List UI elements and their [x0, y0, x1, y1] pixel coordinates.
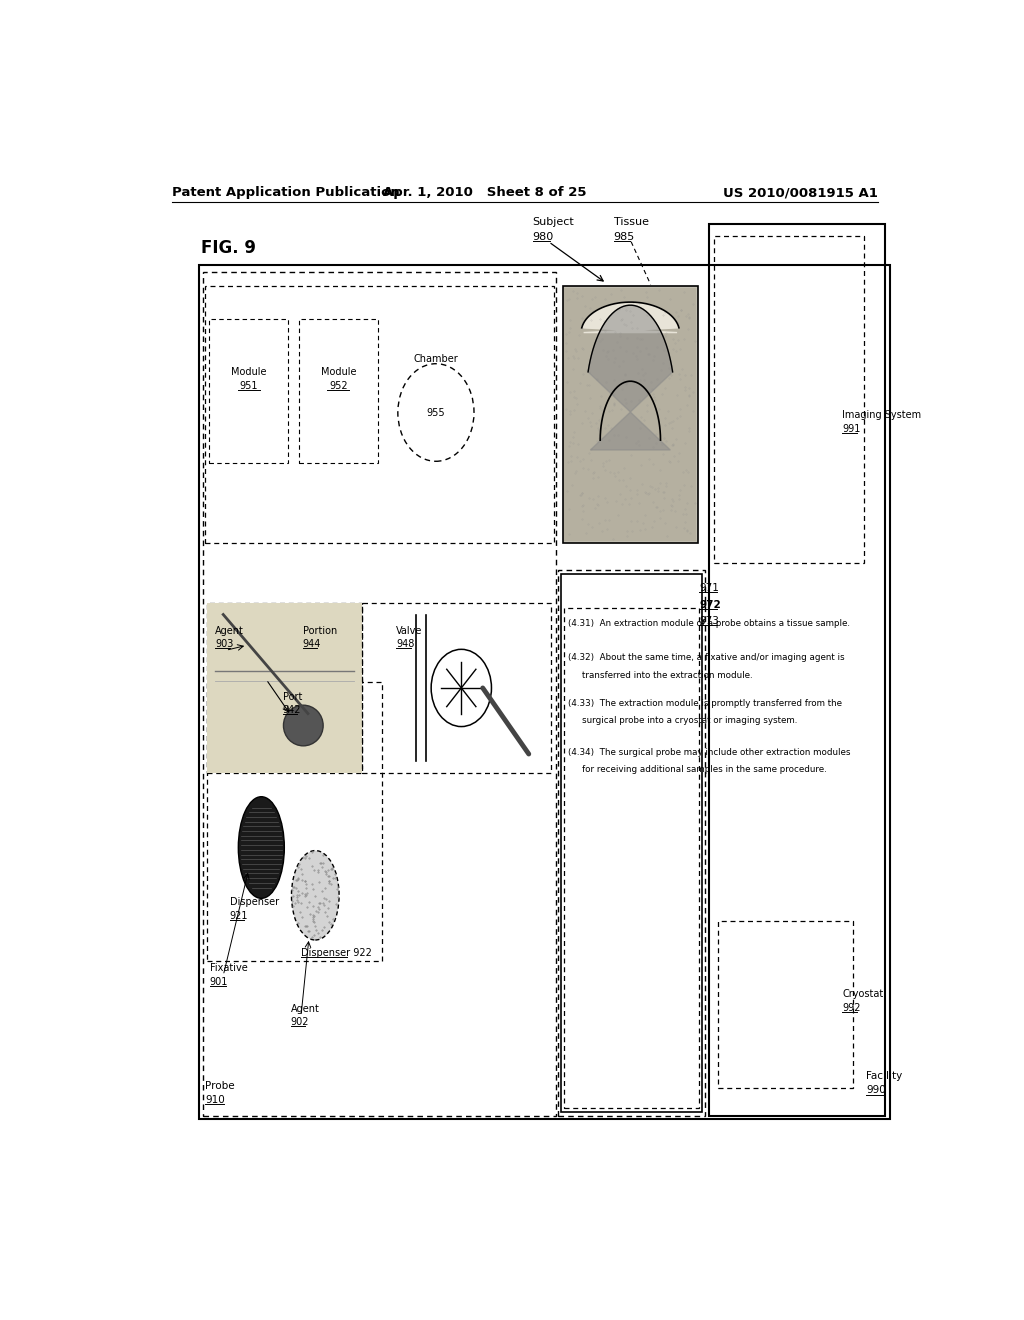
- Polygon shape: [582, 302, 679, 333]
- Polygon shape: [207, 602, 362, 774]
- Polygon shape: [563, 286, 697, 543]
- Text: Fixative: Fixative: [210, 964, 248, 973]
- Text: Valve: Valve: [396, 626, 423, 636]
- Text: (4.34)  The surgical probe may include other extraction modules: (4.34) The surgical probe may include ot…: [567, 748, 850, 756]
- Text: 944: 944: [303, 639, 321, 649]
- Text: 902: 902: [291, 1018, 309, 1027]
- Text: Subject: Subject: [532, 218, 574, 227]
- Text: Patent Application Publication: Patent Application Publication: [172, 186, 399, 199]
- Text: 952: 952: [329, 381, 347, 391]
- Text: 972: 972: [699, 599, 721, 610]
- Text: Module: Module: [321, 367, 356, 376]
- Text: Agent: Agent: [215, 626, 244, 636]
- Text: Tissue: Tissue: [613, 218, 648, 227]
- Text: Probe: Probe: [205, 1081, 234, 1092]
- Text: transferred into the extraction module.: transferred into the extraction module.: [582, 671, 753, 680]
- Text: 990: 990: [866, 1085, 886, 1096]
- Text: surgical probe into a cryostat or imaging system.: surgical probe into a cryostat or imagin…: [582, 717, 798, 726]
- Text: FIG. 9: FIG. 9: [201, 239, 256, 257]
- Text: Dispenser: Dispenser: [229, 898, 279, 907]
- Text: Agent: Agent: [291, 1005, 319, 1014]
- Text: 910: 910: [205, 1094, 224, 1105]
- Text: Facility: Facility: [866, 1072, 902, 1081]
- Polygon shape: [564, 289, 696, 541]
- Text: 942: 942: [283, 705, 301, 715]
- Text: 985: 985: [613, 232, 635, 242]
- Text: 948: 948: [396, 639, 415, 649]
- Text: for receiving additional samples in the same procedure.: for receiving additional samples in the …: [582, 766, 826, 775]
- Text: (4.33)  The extraction module is promptly transferred from the: (4.33) The extraction module is promptly…: [567, 700, 842, 708]
- Circle shape: [397, 364, 474, 461]
- Text: Chamber: Chamber: [414, 354, 459, 363]
- Text: Portion: Portion: [303, 626, 337, 636]
- Text: Imaging System: Imaging System: [842, 409, 922, 420]
- Ellipse shape: [292, 850, 339, 940]
- Circle shape: [431, 649, 492, 726]
- Text: 971: 971: [699, 583, 719, 593]
- Text: 901: 901: [210, 977, 228, 986]
- Text: 991: 991: [842, 424, 860, 434]
- Text: Module: Module: [230, 367, 266, 376]
- Text: (4.32)  About the same time, a fixative and/or imaging agent is: (4.32) About the same time, a fixative a…: [567, 653, 844, 663]
- Text: 955: 955: [427, 408, 445, 417]
- Text: Dispenser 922: Dispenser 922: [301, 948, 372, 958]
- Text: 973: 973: [699, 616, 719, 626]
- Text: Port: Port: [283, 692, 302, 702]
- Text: 921: 921: [229, 911, 248, 920]
- Text: Apr. 1, 2010   Sheet 8 of 25: Apr. 1, 2010 Sheet 8 of 25: [383, 186, 587, 199]
- Text: 951: 951: [240, 381, 258, 391]
- Ellipse shape: [284, 705, 324, 746]
- Polygon shape: [588, 305, 673, 450]
- Ellipse shape: [239, 797, 285, 899]
- Text: 980: 980: [532, 232, 554, 242]
- Text: 992: 992: [842, 1003, 861, 1014]
- Text: (4.31)  An extraction module of a probe obtains a tissue sample.: (4.31) An extraction module of a probe o…: [567, 619, 850, 628]
- Text: Cryostat: Cryostat: [842, 989, 884, 999]
- Text: US 2010/0081915 A1: US 2010/0081915 A1: [723, 186, 878, 199]
- Text: 903: 903: [215, 639, 233, 649]
